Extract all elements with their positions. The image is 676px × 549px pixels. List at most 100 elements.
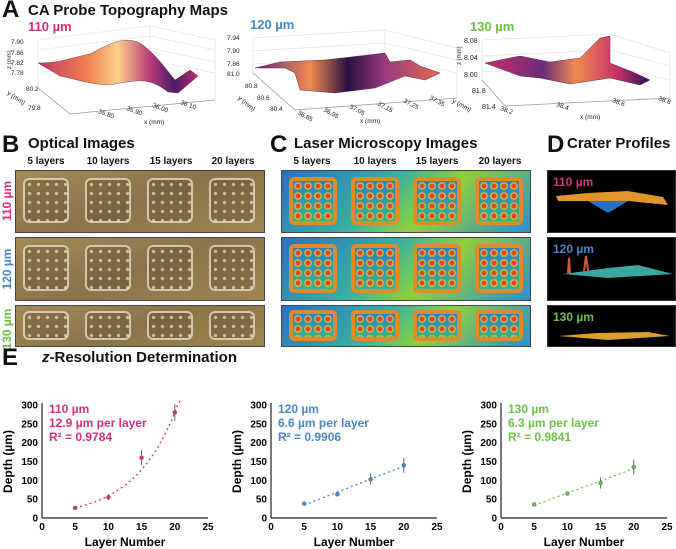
y-axis-label: Depth (µm) <box>1 430 15 493</box>
z-axis-label: z (mm) <box>457 46 463 65</box>
annotation-line: 110 µm <box>49 402 89 416</box>
x-tick: 36.10 <box>179 99 197 111</box>
sample-image <box>16 171 78 232</box>
title-italic: z <box>42 349 50 366</box>
z-tick: 81.0 <box>227 71 240 78</box>
y-tick-label: 0 <box>32 514 38 525</box>
annotation-line: R² = 0.9784 <box>49 430 112 444</box>
x-axis-label: x (mm) <box>580 114 600 121</box>
y-tick-label: 0 <box>491 514 497 525</box>
data-point <box>631 464 637 470</box>
x-tick-label: 15 <box>365 522 377 533</box>
printed-square <box>351 244 399 293</box>
data-point <box>301 501 307 506</box>
sample-image <box>140 306 202 346</box>
sample-image <box>78 171 140 232</box>
sample-image <box>406 171 468 232</box>
chart-120: 0 50 100 150 200 250 300 0 5 10 15 20 25 Layer Number… <box>230 401 443 549</box>
y-tick-label: 300 <box>250 401 267 412</box>
panel-b-letter: B <box>2 131 20 158</box>
y-tick-label: 200 <box>250 438 267 449</box>
annotation-line: R² = 0.9841 <box>508 430 571 444</box>
x-tick-label: 10 <box>103 522 115 533</box>
x-tick-label: 20 <box>398 522 410 533</box>
panel-d-letter: D <box>547 131 565 158</box>
z-axis-label: z (mm) <box>7 50 13 69</box>
z-tick: 7.86 <box>227 61 240 68</box>
printed-square <box>475 310 523 342</box>
y-axis-label: y (mm) <box>451 98 472 114</box>
printed-square <box>351 177 399 225</box>
sample-image <box>140 171 202 232</box>
y-tick-label: 0 <box>261 514 267 525</box>
z-tick: 7.90 <box>227 48 240 55</box>
crater-label-110: 110 µm <box>553 175 594 189</box>
y-tick-label: 250 <box>480 419 497 430</box>
data-point <box>139 455 144 460</box>
printed-square <box>85 245 132 292</box>
y-tick-label: 200 <box>480 438 497 449</box>
sample-image <box>78 306 140 346</box>
y-tick-label: 50 <box>256 495 268 506</box>
y-tick-label: 150 <box>250 457 267 468</box>
printed-square <box>209 245 256 292</box>
printed-square <box>289 310 337 342</box>
fit-line <box>533 468 635 506</box>
data-point <box>72 505 78 511</box>
col-label-15: 15 layers <box>149 156 193 167</box>
surface-plot-130: 8.08 8.04 8.00 z (mm) 81.8 81.4 y (mm) 3… <box>451 33 672 121</box>
printed-square <box>289 177 337 225</box>
panel-a-letter: A <box>2 0 20 23</box>
surface-plot-120: 7.94 7.90 7.86 81.0 80.8 80.6 80.4 y (mm… <box>227 29 458 125</box>
panel-b-title: Optical Images <box>28 135 135 152</box>
printed-square <box>85 178 132 224</box>
sample-image <box>282 238 344 300</box>
printed-square <box>23 178 70 224</box>
y-tick-label: 300 <box>21 401 38 412</box>
row-label-110: 110 µm <box>0 180 14 222</box>
annotation-line: 6.6 µm per layer <box>278 416 369 430</box>
surface-mesh <box>484 35 651 86</box>
printed-square <box>413 177 461 225</box>
data-point <box>401 463 407 468</box>
plot-label-110: 110 µm <box>28 19 72 34</box>
surface-mesh <box>254 52 441 94</box>
y-tick-label: 50 <box>486 495 498 506</box>
printed-square <box>85 310 132 341</box>
x-tick-label: 10 <box>332 522 344 533</box>
chart-130: 0 50 100 150 200 250 300 0 5 10 15 20 25 Layer Number… <box>460 401 673 549</box>
panel-d-title: Crater Profiles <box>567 135 671 152</box>
z-tick: 7.86 <box>11 50 24 57</box>
panel-e-title: z-Resolution Determination <box>42 350 237 366</box>
panel-c-letter: C <box>270 131 288 158</box>
y-tick: 81.8 <box>472 88 486 95</box>
x-tick-label: 25 <box>661 522 673 533</box>
crater-profile-120: 120 µm <box>547 237 676 301</box>
sample-image <box>406 306 468 346</box>
sample-image <box>406 238 468 300</box>
surface-mesh <box>37 40 199 94</box>
x-tick-label: 25 <box>202 522 214 533</box>
y-tick-label: 100 <box>480 476 497 487</box>
annotation-line: 120 µm <box>278 402 319 416</box>
y-axis-label: y (mm) <box>6 90 27 107</box>
data-point <box>531 502 537 507</box>
col-label-5: 5 layers <box>293 156 331 167</box>
optical-row-110 <box>15 170 265 233</box>
x-tick-label: 25 <box>431 522 443 533</box>
y-tick-label: 100 <box>250 476 267 487</box>
optical-row-130 <box>15 305 265 347</box>
y-tick-label: 200 <box>21 438 38 449</box>
y-axis-label: Depth (µm) <box>460 430 474 493</box>
optical-row-120 <box>15 237 265 301</box>
printed-square <box>209 310 256 341</box>
x-tick-label: 5 <box>72 522 78 533</box>
printed-square <box>351 310 399 342</box>
laser-row-120 <box>281 237 531 301</box>
x-tick-label: 5 <box>301 522 307 533</box>
panel-e-letter: E <box>2 344 19 371</box>
data-point <box>106 495 111 500</box>
x-tick-label: 20 <box>169 522 181 533</box>
plot-label-130: 130 µm <box>470 19 515 34</box>
sample-image <box>468 306 530 346</box>
